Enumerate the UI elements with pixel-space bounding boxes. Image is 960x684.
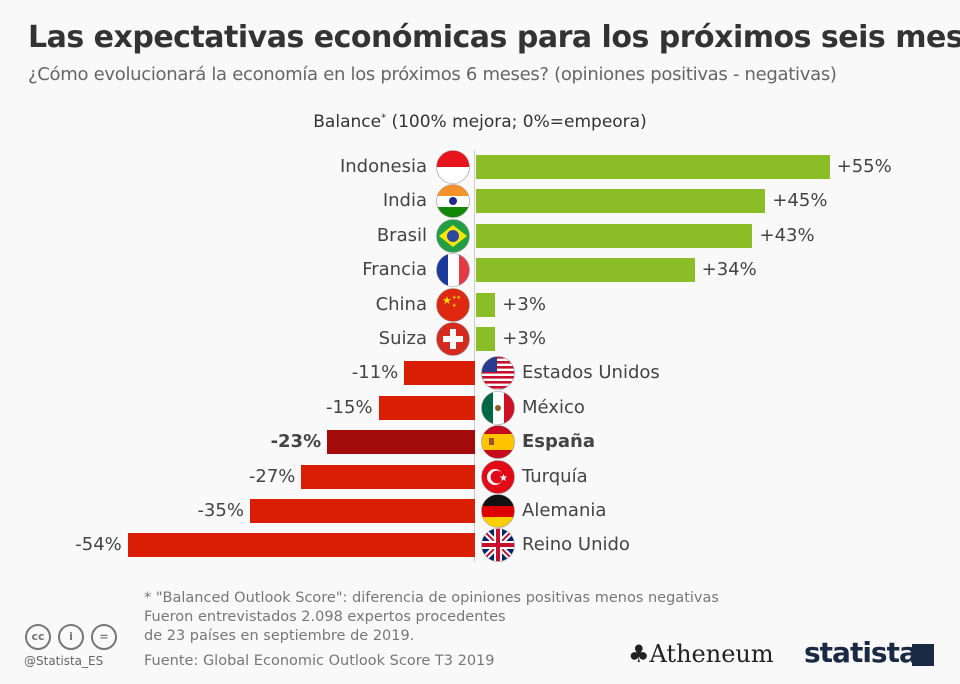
statista-logo-icon <box>912 644 934 666</box>
svg-text:★: ★ <box>499 473 508 484</box>
atheneum-logo-text: Atheneum <box>649 640 774 668</box>
value-label: -23% <box>270 431 322 453</box>
category-label: Suiza <box>378 328 427 349</box>
value-label: +3% <box>502 328 546 349</box>
bar <box>327 430 475 455</box>
india-flag-icon <box>436 184 470 219</box>
uk-flag-icon <box>481 528 515 563</box>
turkey-flag-icon: ★ <box>481 459 515 494</box>
bar <box>476 189 766 214</box>
axis-label-asterisk: * <box>381 112 387 124</box>
china-flag-icon: ★ ★★ ★ <box>436 287 470 322</box>
value-label: -27% <box>248 465 296 487</box>
zero-line <box>474 150 475 562</box>
category-label: Estados Unidos <box>522 362 660 384</box>
footnote: * "Balanced Outlook Score": diferencia d… <box>144 590 719 606</box>
brazil-flag-icon <box>436 218 470 253</box>
value-label: -54% <box>75 534 122 556</box>
mexico-flag-icon <box>481 390 515 425</box>
category-label: Indonesia <box>339 156 427 177</box>
value-label: +45% <box>772 190 828 212</box>
axis-label: Balance* (100% mejora; 0%=empeora) <box>0 112 960 132</box>
cc-icon[interactable]: cc <box>25 624 51 650</box>
svg-text:★★: ★★ <box>452 295 461 301</box>
axis-label-rest: (100% mejora; 0%=empeora) <box>386 112 647 132</box>
category-label: México <box>522 396 585 418</box>
bar <box>476 292 496 317</box>
switzerland-flag-icon <box>436 322 470 356</box>
atheneum-logo[interactable]: ♣Atheneum <box>628 640 774 668</box>
france-flag-icon <box>436 253 470 287</box>
tree-icon: ♣ <box>628 640 650 668</box>
category-label: España <box>522 431 596 453</box>
noderivs-icon[interactable]: = <box>91 624 117 650</box>
bar <box>378 395 475 420</box>
bar <box>127 533 475 558</box>
value-label: -11% <box>351 362 399 384</box>
svg-text:★: ★ <box>442 294 452 307</box>
category-label: India <box>382 190 427 212</box>
bar <box>476 155 830 179</box>
value-label: -15% <box>326 396 373 418</box>
indonesia-flag-icon <box>436 150 470 184</box>
attribution-icon[interactable]: i <box>58 624 84 650</box>
chart-title: Las expectativas económicas para los pró… <box>28 20 960 55</box>
footnote-3: de 23 países en septiembre de 2019. <box>144 628 415 644</box>
twitter-handle[interactable]: @Statista_ES <box>24 654 104 668</box>
category-label: Turquía <box>522 465 588 487</box>
statista-logo[interactable]: statista <box>804 636 918 669</box>
usa-flag-icon <box>481 356 515 391</box>
footnote-2: Fueron entrevistados 2.098 expertos proc… <box>144 609 506 625</box>
bar <box>404 361 475 386</box>
value-label: +43% <box>759 224 815 246</box>
spain-flag-icon <box>481 425 515 459</box>
value-label: +55% <box>836 156 892 177</box>
bar <box>301 464 475 489</box>
value-label: +34% <box>701 259 757 281</box>
bar <box>476 223 753 248</box>
source: Fuente: Global Economic Outlook Score T3… <box>144 653 495 669</box>
bar <box>249 499 475 523</box>
bar <box>476 327 496 351</box>
germany-flag-icon <box>481 494 515 528</box>
value-label: -35% <box>197 500 244 521</box>
category-label: Alemania <box>522 500 607 521</box>
chart-subtitle: ¿Cómo evolucionará la economía en los pr… <box>28 64 837 85</box>
category-label: China <box>375 293 427 315</box>
category-label: Reino Unido <box>522 534 630 556</box>
bar <box>476 258 695 283</box>
axis-label-main: Balance <box>313 112 382 132</box>
value-label: +3% <box>502 293 546 315</box>
category-label: Brasil <box>376 224 427 246</box>
svg-text:★: ★ <box>452 303 457 309</box>
category-label: Francia <box>362 259 427 281</box>
